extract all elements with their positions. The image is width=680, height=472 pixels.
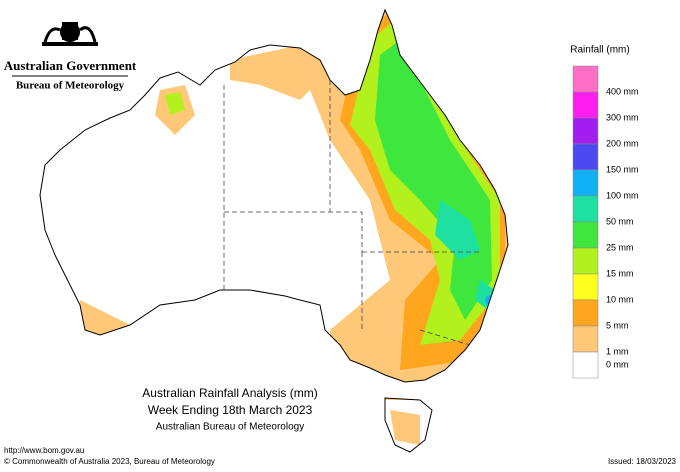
legend-swatch — [572, 195, 599, 223]
legend-swatch — [572, 273, 599, 301]
legend-label: 100 mm — [606, 190, 639, 200]
government-name: Australian Government — [4, 58, 137, 73]
legend-label: 150 mm — [606, 164, 639, 174]
legend-label: 300 mm — [606, 112, 639, 122]
footer-copyright: © Commonwealth of Australia 2023, Bureau… — [4, 457, 215, 466]
emblem — [42, 22, 98, 46]
agency-name: Bureau of Meteorology — [16, 80, 125, 92]
legend-label: 1 mm — [606, 346, 629, 356]
legend-swatch — [572, 299, 599, 327]
legend: 400 mm 300 mm 200 mm 150 mm 100 mm 50 mm 25 mm… — [572, 65, 639, 379]
map-title: Australian Rainfall Analysis (mm) — [142, 386, 317, 400]
map-source: Australian Bureau of Meteorology — [156, 422, 304, 433]
legend-swatch — [572, 247, 599, 275]
legend-label: 400 mm — [606, 86, 639, 96]
map-subtitle: Week Ending 18th March 2023 — [148, 403, 313, 417]
legend-label: 0 mm — [606, 359, 629, 369]
legend-label: 15 mm — [606, 268, 634, 278]
legend-title: Rainfall (mm) — [570, 45, 629, 56]
legend-swatch — [572, 91, 599, 119]
legend-swatch — [572, 65, 599, 93]
legend-label: 200 mm — [606, 138, 639, 148]
legend-swatch — [572, 143, 599, 171]
legend-swatch — [572, 221, 599, 249]
legend-label: 10 mm — [606, 294, 634, 304]
legend-swatch — [572, 351, 599, 379]
legend-swatch — [572, 325, 599, 353]
legend-label: 25 mm — [606, 242, 634, 252]
legend-swatch — [572, 117, 599, 145]
footer-issued: Issued: 18/03/2023 — [608, 457, 677, 466]
legend-label: 50 mm — [606, 216, 634, 226]
footer-url: http://www.bom.gov.au — [4, 446, 84, 455]
legend-label: 5 mm — [606, 320, 629, 330]
legend-swatch — [572, 169, 599, 197]
